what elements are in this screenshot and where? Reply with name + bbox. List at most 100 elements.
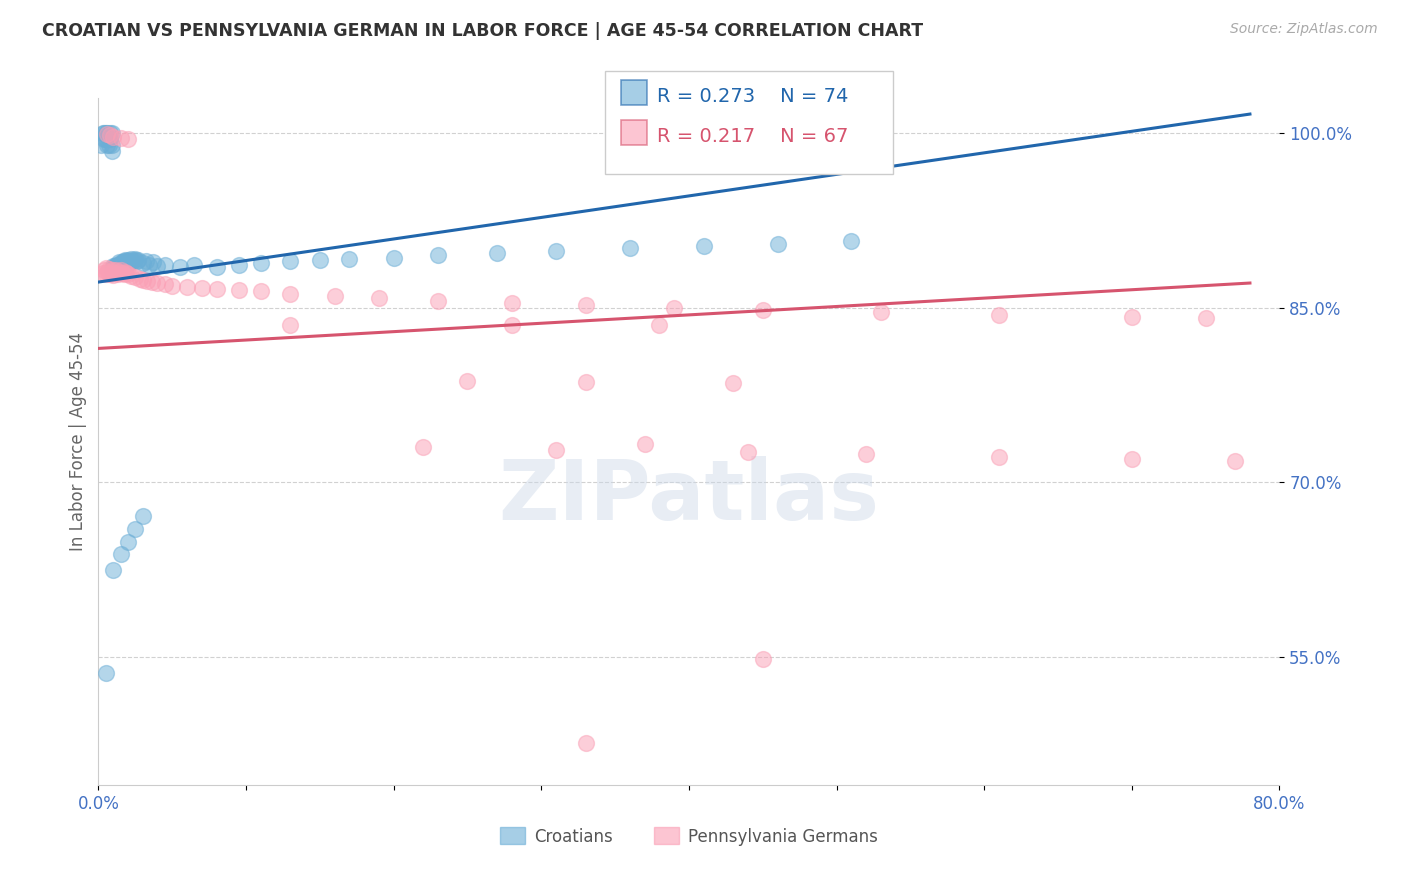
Point	[91, 266, 114, 280]
Point	[280, 318, 302, 332]
Point	[100, 137, 122, 152]
Point	[457, 374, 479, 388]
Point	[117, 256, 139, 270]
Point	[191, 281, 214, 295]
Point	[98, 267, 121, 281]
Point	[619, 241, 641, 255]
Point	[98, 132, 121, 146]
Point	[169, 260, 191, 274]
Point	[108, 258, 131, 272]
Point	[94, 267, 117, 281]
Point	[104, 260, 127, 274]
Point	[427, 248, 450, 262]
Point	[97, 132, 120, 146]
Point	[280, 254, 302, 268]
Point	[111, 255, 134, 269]
Point	[115, 254, 138, 268]
Point	[228, 283, 250, 297]
Point	[107, 261, 129, 276]
Point	[97, 137, 120, 152]
Point	[112, 254, 135, 268]
Point	[108, 255, 131, 269]
Point	[111, 266, 134, 280]
Point	[112, 256, 135, 270]
Point	[228, 258, 250, 272]
Legend: Croatians, Pennsylvania Germans: Croatians, Pennsylvania Germans	[494, 821, 884, 852]
Point	[103, 261, 125, 276]
Point	[117, 267, 139, 281]
Point	[309, 252, 332, 267]
Point	[104, 266, 127, 280]
Point	[142, 255, 165, 269]
Point	[118, 255, 141, 269]
Point	[1121, 452, 1143, 467]
Point	[146, 277, 169, 291]
Point	[575, 375, 598, 389]
Point	[135, 254, 157, 268]
Point	[205, 260, 228, 274]
Point	[114, 252, 136, 267]
Point	[121, 254, 143, 268]
Point	[110, 548, 132, 562]
Point	[141, 275, 163, 289]
Point	[723, 376, 745, 391]
Point	[136, 274, 159, 288]
Point	[105, 262, 128, 277]
Point	[100, 126, 122, 140]
Point	[98, 126, 121, 140]
Point	[117, 132, 139, 146]
Point	[575, 298, 598, 312]
Point	[153, 258, 176, 272]
Point	[90, 137, 112, 152]
Point	[105, 260, 128, 274]
Point	[104, 259, 127, 273]
Point	[127, 252, 149, 267]
Point	[183, 258, 205, 272]
Point	[176, 279, 198, 293]
Point	[124, 522, 146, 536]
Point	[250, 285, 273, 299]
Point	[97, 262, 120, 277]
Point	[111, 258, 134, 272]
Point	[870, 305, 893, 319]
Point	[112, 267, 135, 281]
Point	[841, 235, 863, 249]
Point	[96, 127, 118, 141]
Text: Source: ZipAtlas.com: Source: ZipAtlas.com	[1230, 22, 1378, 37]
Point	[107, 267, 129, 281]
Point	[114, 255, 136, 269]
Point	[634, 437, 657, 451]
Point	[146, 259, 169, 273]
Text: R = 0.273    N = 74: R = 0.273 N = 74	[657, 87, 848, 105]
Point	[546, 244, 568, 258]
Point	[117, 534, 139, 549]
Point	[117, 252, 139, 267]
Point	[124, 270, 146, 285]
Point	[98, 128, 121, 143]
Point	[648, 318, 671, 332]
Point	[501, 296, 523, 310]
Point	[205, 282, 228, 296]
Point	[105, 263, 128, 277]
Point	[855, 447, 877, 461]
Point	[96, 264, 118, 278]
Point	[103, 266, 125, 280]
Point	[1121, 310, 1143, 324]
Point	[93, 132, 115, 146]
Point	[132, 509, 155, 524]
Point	[766, 236, 789, 251]
Point	[120, 269, 142, 284]
Text: CROATIAN VS PENNSYLVANIA GERMAN IN LABOR FORCE | AGE 45-54 CORRELATION CHART: CROATIAN VS PENNSYLVANIA GERMAN IN LABOR…	[42, 22, 924, 40]
Point	[250, 256, 273, 270]
Point	[93, 263, 115, 277]
Point	[120, 252, 142, 266]
Text: R = 0.217    N = 67: R = 0.217 N = 67	[657, 127, 848, 145]
Point	[93, 126, 115, 140]
Point	[988, 450, 1011, 464]
Point	[110, 263, 132, 277]
Point	[110, 256, 132, 270]
Point	[427, 293, 450, 308]
Point	[125, 254, 148, 268]
Point	[122, 252, 145, 267]
Point	[280, 286, 302, 301]
